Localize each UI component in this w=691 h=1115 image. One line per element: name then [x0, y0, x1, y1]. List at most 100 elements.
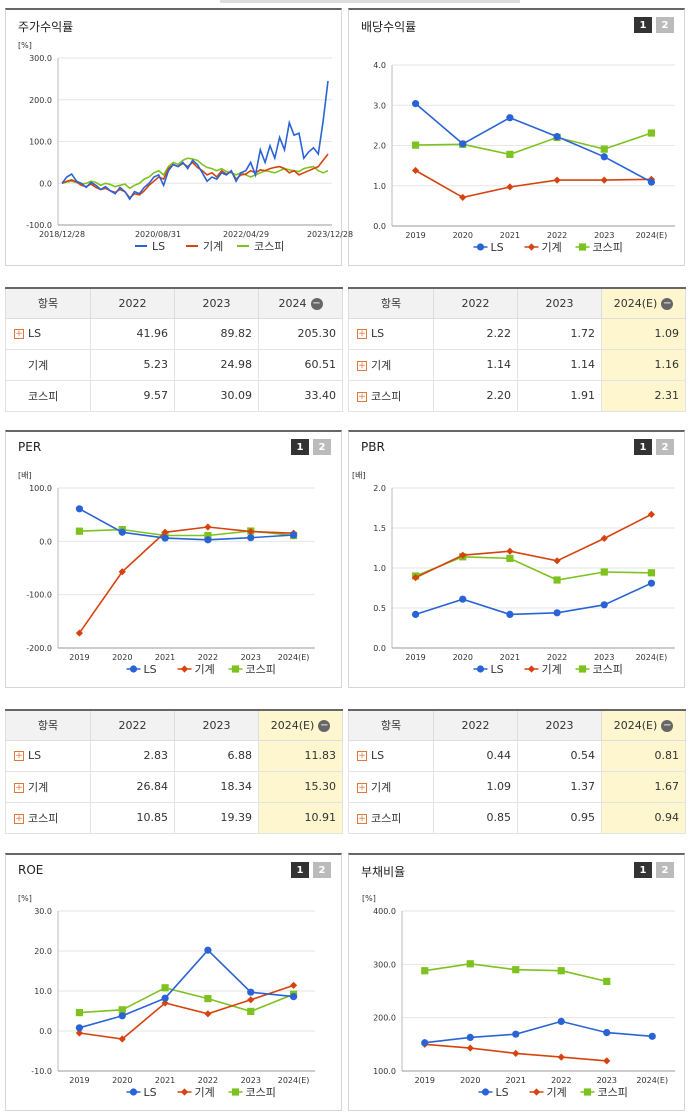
data-point-LS[interactable] [421, 1039, 429, 1047]
legend-item-코스피[interactable]: 코스피 [575, 663, 623, 676]
data-point-기계[interactable] [75, 629, 84, 637]
expand-icon[interactable]: + [357, 813, 367, 824]
expand-icon[interactable]: + [14, 813, 24, 824]
page-button-1[interactable]: 1 [291, 862, 309, 878]
legend-item-코스피[interactable]: 코스피 [575, 241, 623, 254]
legend-item-기계[interactable]: 기계 [177, 663, 215, 676]
data-point-코스피[interactable] [118, 1006, 126, 1014]
data-point-LS[interactable] [411, 610, 420, 619]
data-point-코스피[interactable] [512, 966, 520, 974]
data-point-LS[interactable] [75, 505, 84, 513]
data-point-코스피[interactable] [506, 554, 514, 562]
data-point-코스피[interactable] [600, 568, 608, 576]
expand-icon[interactable]: + [357, 782, 367, 793]
legend-item-기계[interactable]: 기계 [524, 241, 562, 254]
data-point-기계[interactable] [75, 1029, 84, 1037]
data-point-코스피[interactable] [75, 527, 84, 535]
data-point-LS[interactable] [459, 140, 467, 148]
data-point-기계[interactable] [647, 510, 656, 518]
data-point-LS[interactable] [204, 946, 212, 954]
data-point-LS[interactable] [411, 100, 420, 108]
legend-item-코스피[interactable]: 코스피 [228, 1086, 276, 1099]
data-point-코스피[interactable] [421, 967, 429, 975]
data-point-LS[interactable] [247, 534, 255, 542]
data-point-기계[interactable] [161, 528, 169, 536]
page-button-1[interactable]: 1 [291, 439, 309, 455]
data-point-코스피[interactable] [466, 960, 474, 968]
page-button-1[interactable]: 1 [634, 862, 652, 878]
data-point-기계[interactable] [603, 1057, 611, 1065]
legend-item-기계[interactable]: 기계 [177, 1086, 215, 1099]
legend-item-LS[interactable]: LS [126, 1086, 157, 1099]
data-point-기계[interactable] [557, 1053, 565, 1061]
legend-item-LS[interactable]: LS [126, 663, 157, 676]
data-point-LS[interactable] [600, 153, 608, 161]
data-point-LS[interactable] [648, 1032, 656, 1040]
data-point-코스피[interactable] [557, 967, 565, 975]
data-point-LS[interactable] [647, 579, 656, 587]
data-point-기계[interactable] [204, 523, 212, 531]
data-point-기계[interactable] [247, 996, 255, 1004]
legend-item-기계[interactable]: 기계 [186, 240, 223, 253]
data-point-코스피[interactable] [204, 995, 212, 1003]
data-point-LS[interactable] [247, 988, 255, 996]
data-point-코스피[interactable] [600, 145, 608, 153]
data-point-기계[interactable] [600, 534, 608, 542]
data-point-기계[interactable] [553, 557, 561, 565]
legend-item-LS[interactable]: LS [478, 1086, 509, 1099]
data-point-기계[interactable] [459, 193, 467, 202]
collapse-icon[interactable]: − [318, 719, 331, 732]
data-point-LS[interactable] [161, 994, 169, 1002]
expand-icon[interactable]: + [357, 329, 367, 339]
data-point-코스피[interactable] [553, 576, 561, 584]
data-point-코스피[interactable] [204, 531, 212, 540]
data-point-기계[interactable] [204, 1010, 212, 1018]
data-point-LS[interactable] [161, 534, 169, 542]
data-point-LS[interactable] [603, 1029, 611, 1037]
data-point-LS[interactable] [506, 114, 514, 122]
data-point-기계[interactable] [118, 568, 126, 576]
data-point-LS[interactable] [506, 610, 514, 619]
data-point-코스피[interactable] [411, 141, 420, 149]
data-point-기계[interactable] [600, 176, 608, 184]
data-point-LS[interactable] [75, 1024, 84, 1032]
data-point-LS[interactable] [553, 609, 561, 617]
data-point-LS[interactable] [204, 536, 212, 544]
data-point-기계[interactable] [247, 527, 255, 536]
data-point-LS[interactable] [557, 1017, 565, 1025]
legend-item-코스피[interactable]: 코스피 [228, 663, 276, 676]
data-point-코스피[interactable] [603, 977, 611, 985]
data-point-기계[interactable] [512, 1049, 520, 1057]
legend-item-기계[interactable]: 기계 [524, 663, 562, 676]
expand-icon[interactable]: + [14, 782, 24, 793]
data-point-코스피[interactable] [647, 569, 656, 577]
expand-icon[interactable]: + [357, 360, 367, 371]
collapse-icon[interactable]: − [661, 719, 674, 732]
data-point-기계[interactable] [553, 176, 561, 184]
data-point-LS[interactable] [289, 531, 298, 539]
expand-icon[interactable]: + [14, 329, 24, 339]
data-point-코스피[interactable] [247, 1007, 255, 1015]
data-point-기계[interactable] [411, 166, 420, 175]
data-point-LS[interactable] [459, 595, 467, 603]
data-point-LS[interactable] [600, 601, 608, 609]
collapse-icon[interactable]: − [310, 297, 323, 310]
data-point-LS[interactable] [118, 1012, 126, 1020]
data-point-코스피[interactable] [75, 1009, 84, 1017]
legend-item-기계[interactable]: 기계 [529, 1086, 567, 1099]
legend-item-LS[interactable]: LS [473, 241, 504, 254]
data-point-기계[interactable] [506, 183, 514, 191]
data-point-LS[interactable] [466, 1033, 474, 1041]
data-point-기계[interactable] [459, 551, 467, 559]
data-point-LS[interactable] [118, 528, 126, 536]
page-button-2[interactable]: 2 [313, 862, 331, 878]
page-button-1[interactable]: 1 [634, 439, 652, 455]
data-point-기계[interactable] [289, 981, 298, 989]
page-button-2[interactable]: 2 [656, 17, 674, 33]
data-point-LS[interactable] [647, 178, 656, 186]
page-button-2[interactable]: 2 [656, 439, 674, 455]
collapse-icon[interactable]: − [661, 297, 674, 310]
data-point-LS[interactable] [512, 1030, 520, 1038]
page-button-2[interactable]: 2 [313, 439, 331, 455]
expand-icon[interactable]: + [14, 751, 24, 761]
